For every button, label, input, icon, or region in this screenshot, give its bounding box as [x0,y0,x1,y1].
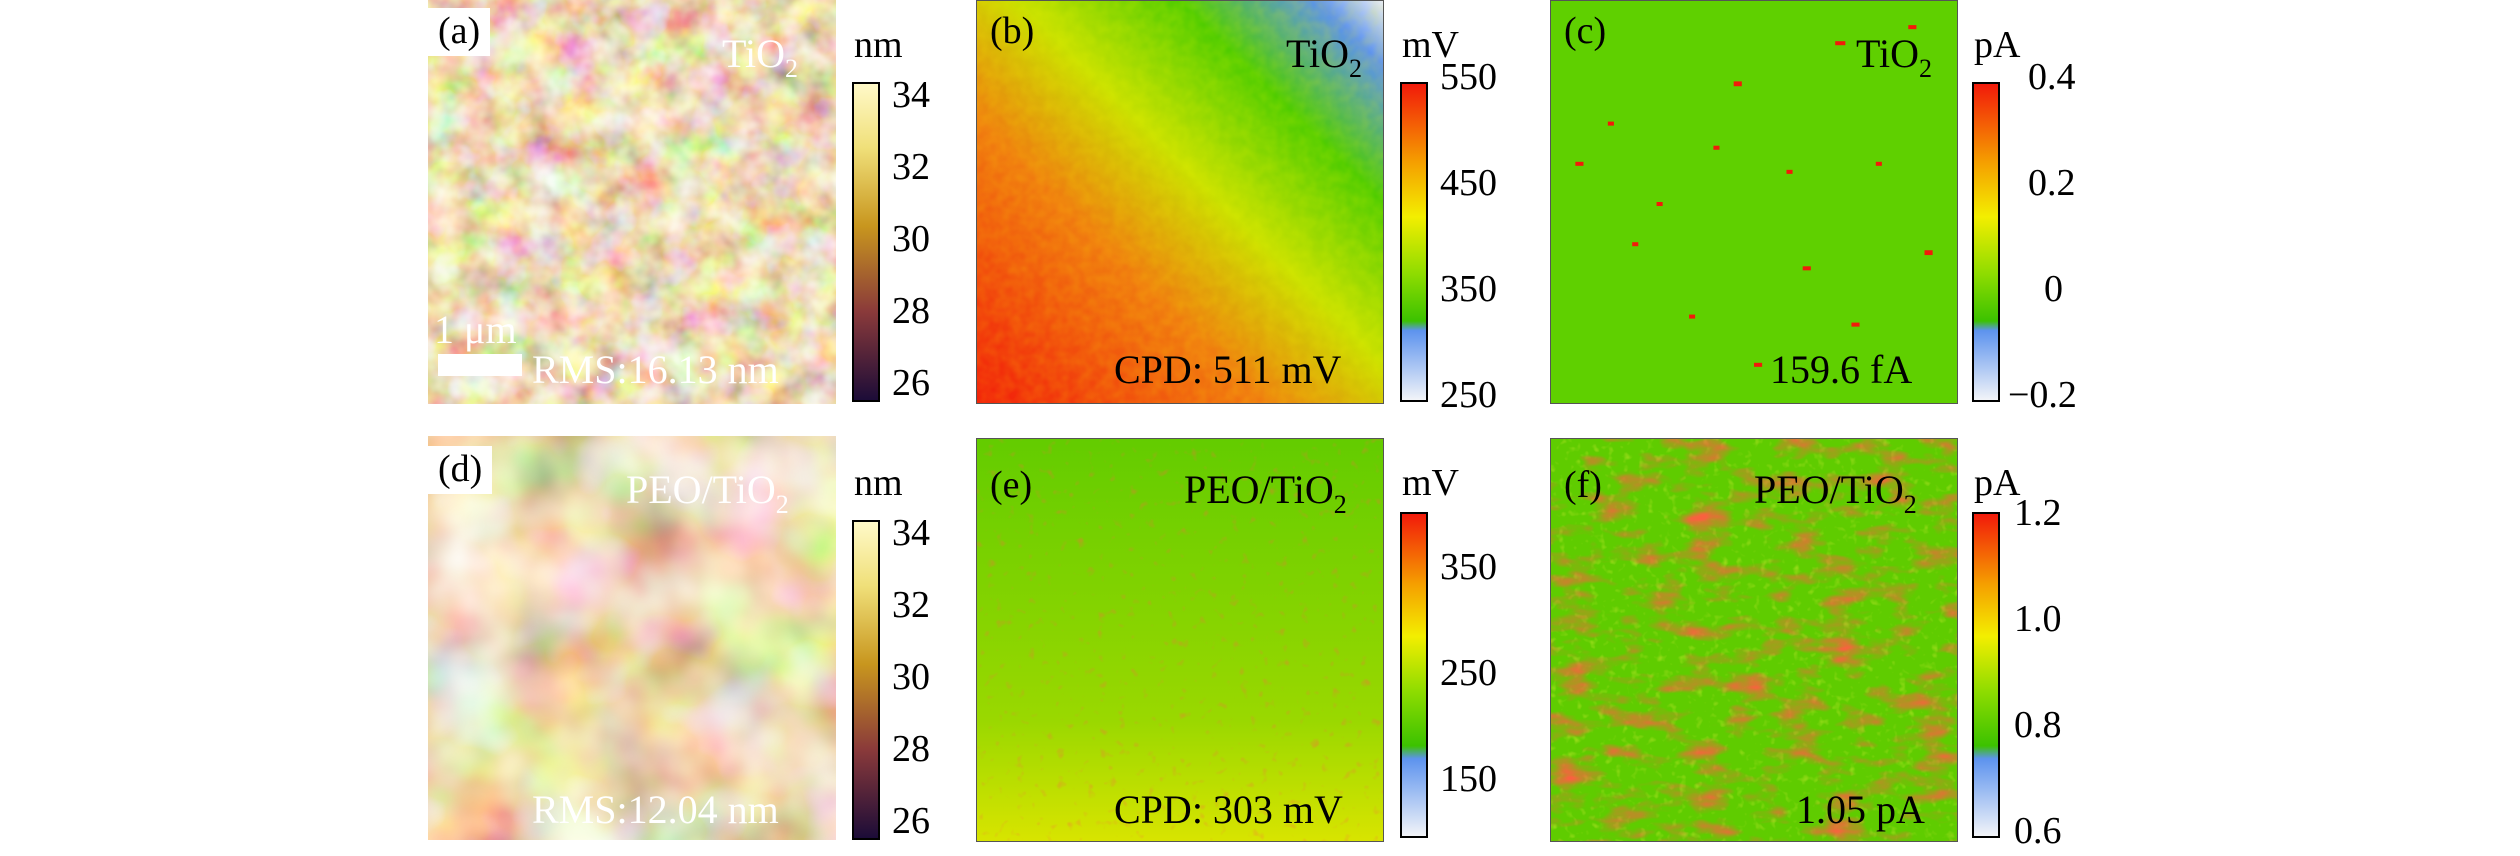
colorbar-tick-b-2: 450 [1440,162,1497,204]
colorbar-tick-d-3: 30 [892,656,930,698]
cpd-label-e: CPD: 303 mV [1114,787,1343,832]
colorbar-tick-a-4: 28 [892,290,930,332]
colorbar-unit-c: pA [1974,24,2021,66]
colorbar-unit-f: pA [1974,462,2021,504]
colorbar-tick-d-2: 32 [892,584,930,626]
colorbar-tick-a-1: 34 [892,74,930,116]
material-label-c: TiO2 [1856,31,1933,83]
colorbar-tick-e-2: 250 [1440,652,1497,694]
colorbar-b [1400,82,1428,402]
colorbar-tick-c-3: 0 [2044,268,2063,310]
colorbar-tick-b-3: 350 [1440,268,1497,310]
colorbar-a [852,82,880,402]
colorbar-tick-e-1: 350 [1440,546,1497,588]
current-label-c: 159.6 fA [1770,347,1913,392]
colorbar-unit-b: mV [1402,24,1459,66]
colorbar-tick-c-2: 0.2 [2028,162,2076,204]
current-image-c [1550,0,1958,404]
colorbar-tick-f-4: 0.6 [2014,810,2062,852]
colorbar-unit-d: nm [854,462,903,504]
kpfm-image-e [976,438,1384,842]
colorbar-tick-d-5: 26 [892,800,930,842]
colorbar-tick-c-1: 0.4 [2028,56,2076,98]
colorbar-e [1400,512,1428,838]
scalebar-a [438,354,522,376]
colorbar-unit-e: mV [1402,462,1459,504]
colorbar-f [1972,512,2000,838]
colorbar-tick-a-2: 32 [892,146,930,188]
panel-label-c: (c) [1564,10,1607,52]
colorbar-tick-f-2: 1.0 [2014,598,2062,640]
material-label-f: PEO/TiO2 [1754,467,1917,519]
material-label-a: TiO2 [722,31,799,83]
current-label-f: 1.05 pA [1796,787,1925,832]
panel-label-b: (b) [990,10,1035,52]
material-label-b: TiO2 [1286,31,1363,83]
colorbar-unit-a: nm [854,24,903,66]
panel-label-f: (f) [1564,464,1602,506]
colorbar-tick-f-1: 1.2 [2014,492,2062,534]
colorbar-d [852,520,880,840]
scalebar-label-a: 1 μm [434,307,517,352]
kpfm-image-b [976,0,1384,404]
panel-label-d: (d) [428,446,493,494]
colorbar-c [1972,82,2000,402]
material-label-d: PEO/TiO2 [626,467,789,519]
panel-label-e: (e) [990,464,1033,506]
material-label-e: PEO/TiO2 [1184,467,1347,519]
colorbar-tick-b-4: 250 [1440,374,1497,416]
topography-image-d [428,436,836,840]
colorbar-tick-b-1: 550 [1440,56,1497,98]
colorbar-tick-d-4: 28 [892,728,930,770]
colorbar-tick-d-1: 34 [892,512,930,554]
rms-label-a: RMS:16.13 nm [532,347,779,392]
colorbar-tick-f-3: 0.8 [2014,704,2062,746]
colorbar-tick-a-5: 26 [892,362,930,404]
current-image-f [1550,438,1958,842]
rms-label-d: RMS:12.04 nm [532,787,779,832]
colorbar-tick-a-3: 30 [892,218,930,260]
panel-label-a: (a) [428,8,491,56]
cpd-label-b: CPD: 511 mV [1114,347,1342,392]
topography-image-a [428,0,836,404]
colorbar-tick-c-4: −0.2 [2008,374,2077,416]
colorbar-tick-e-3: 150 [1440,758,1497,800]
